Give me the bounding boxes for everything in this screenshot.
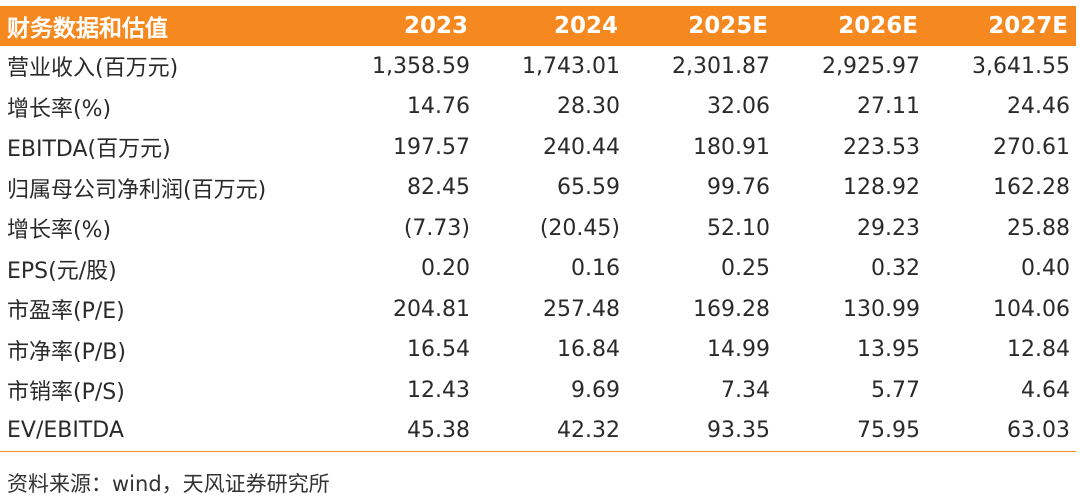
table-body: 营业收入(百万元) 1,358.59 1,743.01 2,301.87 2,925.9… — [0, 46, 1076, 452]
value-cell: 16.84 — [557, 337, 620, 363]
value-cell: 7.34 — [721, 377, 770, 403]
header-cell-2024: 2024 — [476, 6, 626, 46]
value-cell: 42.32 — [476, 410, 626, 452]
value-cell: 82.45 — [407, 175, 470, 201]
table-row: EBITDA(百万元) 197.57 240.44 180.91 223.53 270.6… — [0, 127, 1076, 168]
value-cell: 0.40 — [1021, 256, 1070, 282]
value-cell: 4.64 — [1021, 377, 1070, 403]
value-cell: 0.16 — [571, 256, 620, 282]
table-row: EPS(元/股) 0.20 0.16 0.25 0.32 0.40 — [0, 249, 1076, 290]
value-cell: 45.38 — [326, 410, 476, 452]
value-cell: 169.28 — [693, 296, 770, 322]
value-cell: 162.28 — [993, 175, 1070, 201]
value-cell: 29.23 — [857, 215, 920, 241]
header-row: 财务数据和估值 2023 2024 2025E 2026E 2027E — [0, 6, 1076, 46]
value-cell: 12.43 — [407, 377, 470, 403]
value-cell: 257.48 — [543, 296, 620, 322]
value-cell: 2,301.87 — [672, 53, 770, 79]
header-cell-title: 财务数据和估值 — [0, 6, 326, 46]
value-cell: 25.88 — [1007, 215, 1070, 241]
table-row: 增长率(%) 14.76 28.30 32.06 27.11 24.46 — [0, 87, 1076, 128]
source-note: 资料来源：wind，天风证券研究所 — [7, 472, 330, 496]
value-cell: 65.59 — [557, 175, 620, 201]
row-label: 市销率(P/S) — [7, 380, 125, 406]
row-label: 归属母公司净利润(百万元) — [7, 177, 267, 203]
value-cell: 52.10 — [707, 215, 770, 241]
value-cell: 180.91 — [693, 134, 770, 160]
row-label: 增长率(%) — [7, 96, 112, 122]
value-cell: 223.53 — [843, 134, 920, 160]
value-cell: 204.81 — [393, 296, 470, 322]
value-cell: 32.06 — [707, 94, 770, 120]
row-label: EPS(元/股) — [7, 258, 117, 284]
value-cell: 0.32 — [871, 256, 920, 282]
row-label: EV/EBITDA — [0, 410, 326, 452]
row-label: 市净率(P/B) — [7, 339, 126, 365]
value-cell: 240.44 — [543, 134, 620, 160]
table-header: 财务数据和估值 2023 2024 2025E 2026E 2027E — [0, 6, 1076, 46]
value-cell: 16.54 — [407, 337, 470, 363]
value-cell: 13.95 — [857, 337, 920, 363]
value-cell: 63.03 — [926, 410, 1076, 452]
value-cell: 0.25 — [721, 256, 770, 282]
table-row: 营业收入(百万元) 1,358.59 1,743.01 2,301.87 2,925.9… — [0, 46, 1076, 87]
value-cell: 93.35 — [626, 410, 776, 452]
value-cell: 14.99 — [707, 337, 770, 363]
value-cell: 104.06 — [993, 296, 1070, 322]
table-row: 增长率(%) (7.73) (20.45) 52.10 29.23 25.88 — [0, 208, 1076, 249]
value-cell: 0.20 — [421, 256, 470, 282]
value-cell: 28.30 — [557, 94, 620, 120]
financial-valuation-table: 财务数据和估值 2023 2024 2025E 2026E 2027E 营业收入… — [0, 6, 1076, 452]
table-row: 市盈率(P/E) 204.81 257.48 169.28 130.99 104.06 — [0, 289, 1076, 330]
value-cell: (7.73) — [403, 215, 470, 241]
value-cell: 9.69 — [571, 377, 620, 403]
value-cell: 3,641.55 — [972, 53, 1070, 79]
value-cell: 14.76 — [407, 94, 470, 120]
value-cell: 128.92 — [843, 175, 920, 201]
value-cell: 75.95 — [776, 410, 926, 452]
value-cell: (20.45) — [539, 215, 620, 241]
table-row: 归属母公司净利润(百万元) 82.45 65.59 99.76 128.92 162.28 — [0, 168, 1076, 209]
row-label: EBITDA(百万元) — [7, 137, 171, 163]
value-cell: 130.99 — [843, 296, 920, 322]
value-cell: 1,743.01 — [522, 53, 620, 79]
header-cell-2027e: 2027E — [926, 6, 1076, 46]
value-cell: 2,925.97 — [822, 53, 920, 79]
table-row: EV/EBITDA 45.38 42.32 93.35 75.95 63.03 — [0, 410, 1076, 452]
row-label: 增长率(%) — [7, 218, 112, 244]
table-row: 市销率(P/S) 12.43 9.69 7.34 5.77 4.64 — [0, 370, 1076, 411]
row-label: 营业收入(百万元) — [7, 56, 179, 82]
header-cell-2023: 2023 — [326, 6, 476, 46]
value-cell: 270.61 — [993, 134, 1070, 160]
value-cell: 5.77 — [871, 377, 920, 403]
value-cell: 27.11 — [857, 94, 920, 120]
value-cell: 12.84 — [1007, 337, 1070, 363]
value-cell: 24.46 — [1007, 94, 1070, 120]
value-cell: 197.57 — [393, 134, 470, 160]
table-row: 市净率(P/B) 16.54 16.84 14.99 13.95 12.84 — [0, 330, 1076, 371]
value-cell: 99.76 — [707, 175, 770, 201]
header-cell-2026e: 2026E — [776, 6, 926, 46]
value-cell: 1,358.59 — [372, 53, 470, 79]
row-label: 市盈率(P/E) — [7, 299, 125, 325]
header-cell-2025e: 2025E — [626, 6, 776, 46]
